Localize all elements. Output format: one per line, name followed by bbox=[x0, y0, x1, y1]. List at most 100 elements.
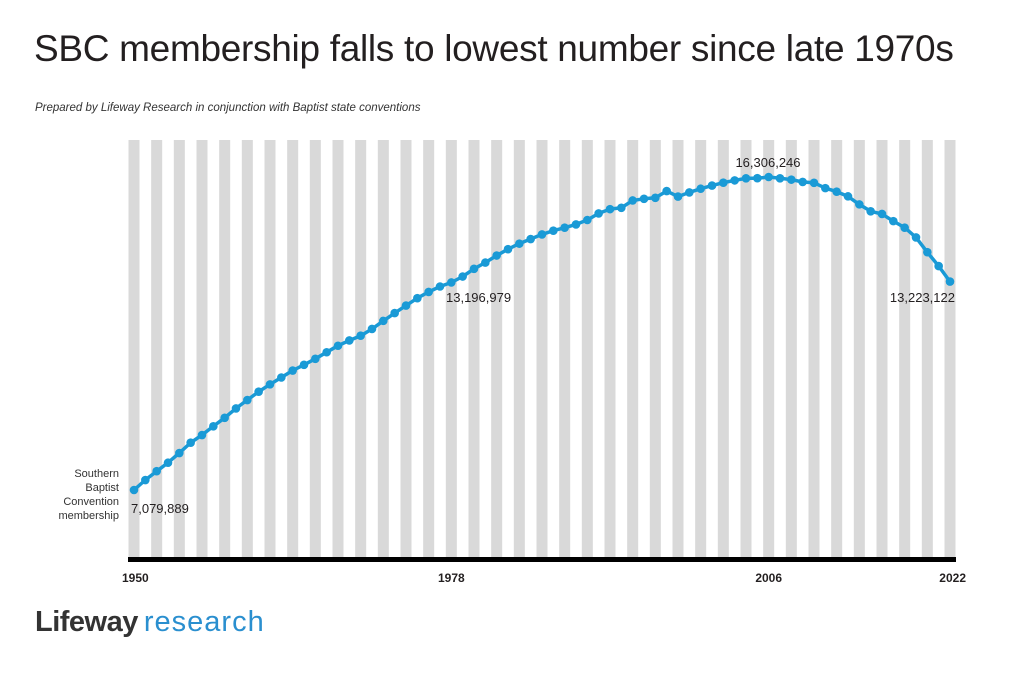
data-point-1954 bbox=[175, 448, 184, 458]
data-point-1976 bbox=[424, 287, 433, 297]
data-point-2010 bbox=[809, 178, 819, 188]
data-point-2016 bbox=[877, 209, 887, 219]
data-label-1950: 7,079,889 bbox=[131, 501, 189, 516]
lifeway-research-logo: Lifeway research bbox=[35, 606, 265, 639]
data-point-1992 bbox=[605, 204, 615, 214]
data-point-1953 bbox=[163, 458, 173, 468]
stripe-2002 bbox=[717, 140, 729, 557]
data-point-1971 bbox=[367, 324, 377, 334]
stripe-1978 bbox=[445, 140, 457, 557]
stripe-1970 bbox=[355, 140, 367, 557]
data-point-2013 bbox=[843, 192, 853, 201]
stripe-1976 bbox=[423, 140, 435, 557]
data-point-2017 bbox=[889, 216, 898, 226]
stripe-1996 bbox=[649, 140, 661, 557]
data-point-1950 bbox=[129, 485, 139, 495]
stripe-1954 bbox=[173, 140, 185, 557]
stripe-2006 bbox=[763, 140, 775, 557]
series-label-line: Baptist bbox=[85, 482, 119, 494]
data-point-1970 bbox=[356, 331, 365, 341]
x-tick-1950: 1950 bbox=[122, 571, 149, 585]
data-point-2019 bbox=[911, 233, 921, 242]
data-point-1957 bbox=[209, 422, 218, 431]
data-point-1980 bbox=[469, 264, 479, 274]
data-point-2021 bbox=[934, 261, 943, 271]
stripe-1958 bbox=[219, 140, 231, 557]
stripe-1998 bbox=[672, 140, 684, 557]
data-label-2006: 16,306,246 bbox=[735, 155, 800, 170]
stripe-2016 bbox=[876, 140, 888, 557]
stripe-1994 bbox=[627, 140, 639, 557]
stripe-1990 bbox=[581, 140, 593, 557]
data-labels: 7,079,889 13,196,979 16,306,246 13,223,122 bbox=[131, 155, 955, 516]
stripe-2012 bbox=[831, 140, 843, 557]
data-point-1995 bbox=[639, 194, 649, 204]
data-point-1956 bbox=[197, 430, 207, 440]
data-point-1962 bbox=[265, 380, 275, 389]
data-point-1987 bbox=[549, 226, 558, 236]
data-point-1965 bbox=[299, 360, 309, 370]
stripe-2004 bbox=[740, 140, 752, 557]
logo-lifeway: Lifeway bbox=[35, 606, 138, 638]
x-axis-ticks: 1950 1978 2006 2022 bbox=[122, 571, 966, 585]
data-point-1988 bbox=[560, 223, 569, 232]
x-tick-1978: 1978 bbox=[438, 571, 465, 585]
series-membership bbox=[129, 172, 955, 495]
data-point-1986 bbox=[537, 230, 547, 239]
stripe-1974 bbox=[400, 140, 412, 557]
stripe-1988 bbox=[559, 140, 571, 557]
data-point-2006 bbox=[764, 172, 773, 182]
data-point-1990 bbox=[583, 215, 592, 225]
data-point-1974 bbox=[401, 301, 411, 310]
data-point-2002 bbox=[719, 178, 728, 188]
data-point-2014 bbox=[855, 200, 864, 209]
stripe-2014 bbox=[853, 140, 865, 557]
data-point-2005 bbox=[753, 173, 762, 183]
stripe-1982 bbox=[491, 140, 503, 557]
data-point-2022 bbox=[945, 277, 955, 286]
x-tick-2006: 2006 bbox=[755, 571, 782, 585]
data-label-2022: 13,223,122 bbox=[890, 290, 955, 305]
data-point-2011 bbox=[821, 183, 830, 193]
data-point-1989 bbox=[571, 220, 581, 229]
data-point-1961 bbox=[254, 387, 263, 396]
data-point-2020 bbox=[923, 247, 932, 257]
data-point-1982 bbox=[492, 251, 501, 260]
data-point-1981 bbox=[481, 258, 490, 267]
data-label-1978: 13,196,979 bbox=[446, 290, 511, 305]
stripe-2022 bbox=[944, 140, 956, 557]
series-label: Southern Baptist Convention membership bbox=[58, 468, 119, 522]
data-point-1994 bbox=[628, 196, 637, 205]
data-point-1968 bbox=[333, 341, 343, 351]
data-point-1951 bbox=[141, 475, 150, 485]
stripe-1984 bbox=[513, 140, 525, 557]
data-point-1984 bbox=[515, 239, 524, 248]
x-axis-line bbox=[128, 557, 956, 562]
data-point-2000 bbox=[696, 184, 705, 194]
stripe-1964 bbox=[287, 140, 299, 557]
data-point-1977 bbox=[435, 282, 445, 291]
stripe-1952 bbox=[151, 140, 163, 557]
data-point-1975 bbox=[413, 293, 422, 303]
stripe-1960 bbox=[241, 140, 253, 557]
stripe-2008 bbox=[785, 140, 797, 557]
chart-subtitle: Prepared by Lifeway Research in conjunct… bbox=[35, 102, 421, 114]
data-point-1967 bbox=[322, 347, 331, 357]
x-tick-2022: 2022 bbox=[939, 571, 966, 585]
data-point-1958 bbox=[220, 413, 229, 423]
stripe-1992 bbox=[604, 140, 616, 557]
data-point-2008 bbox=[787, 175, 796, 184]
data-point-1963 bbox=[277, 373, 286, 382]
data-point-1952 bbox=[152, 466, 161, 476]
data-point-1999 bbox=[685, 188, 694, 197]
data-point-1972 bbox=[379, 316, 388, 326]
data-point-1978 bbox=[447, 278, 456, 287]
series-label-line: Convention bbox=[63, 496, 119, 508]
data-point-2015 bbox=[866, 207, 875, 216]
data-point-2012 bbox=[832, 187, 841, 197]
data-point-1996 bbox=[651, 193, 660, 203]
data-point-1969 bbox=[345, 336, 354, 345]
data-point-2009 bbox=[798, 177, 807, 187]
